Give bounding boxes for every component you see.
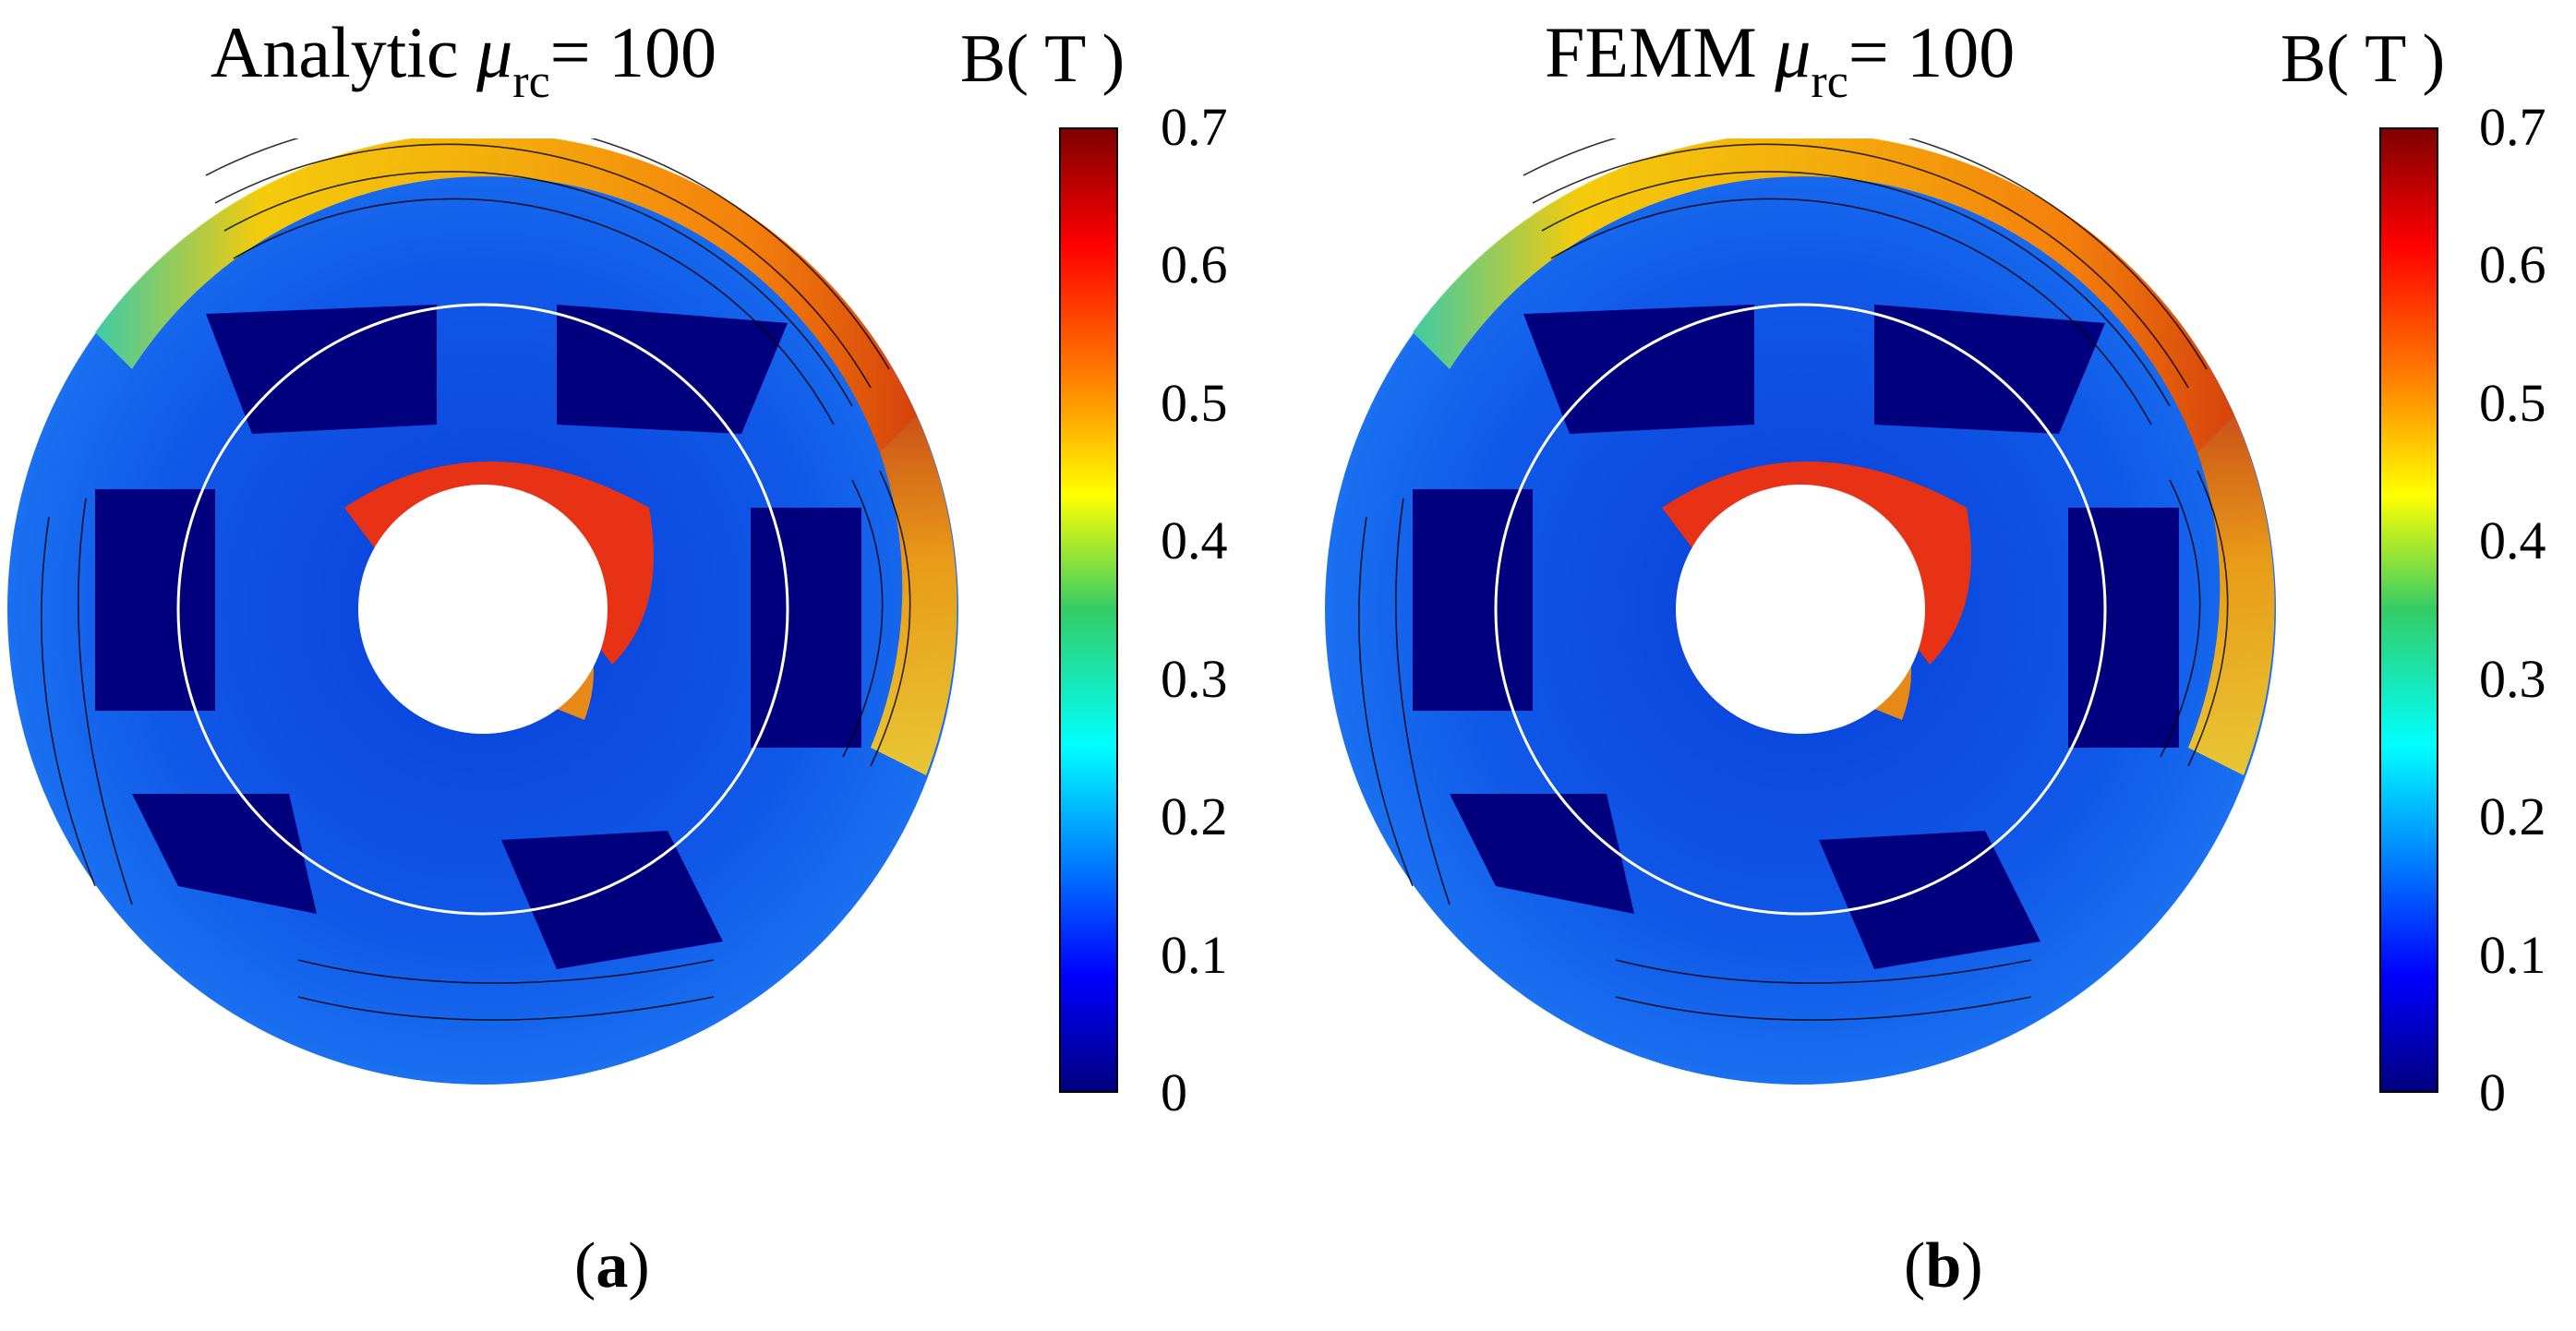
tick-label: 0.6 — [1161, 234, 1228, 295]
airgap-circle — [1494, 303, 2107, 916]
field-band-right — [2188, 415, 2275, 775]
slot-left — [95, 489, 215, 711]
slot-bottom-left — [132, 794, 317, 914]
slot-right — [751, 508, 861, 748]
caption-open: ( — [1904, 1230, 1926, 1301]
caption-close: ) — [628, 1230, 650, 1301]
colorbar-label: B( T ) — [2281, 21, 2446, 97]
colorbar-ticks: 0 0.1 0.2 0.3 0.4 0.5 0.6 0.7 — [2479, 101, 2576, 1120]
tick-label: 0.2 — [1161, 786, 1228, 847]
mu-subscript: rc — [512, 55, 550, 108]
field-band-top — [1413, 138, 2234, 452]
mu-subscript: rc — [1811, 55, 1848, 108]
tick-label: 0 — [1161, 1062, 1187, 1122]
panel-analytic: Analytic μrc= 100 B( T ) — [7, 11, 1290, 1303]
mu-symbol: μ — [476, 12, 513, 92]
tick-label: 0.4 — [2479, 510, 2546, 571]
slot-left — [1413, 489, 1533, 711]
title-suffix: = 100 — [549, 12, 717, 92]
airgap-circle — [176, 303, 789, 916]
field-band-top — [95, 138, 917, 452]
panel-title: FEMM μrc= 100 — [1545, 11, 2015, 109]
caption-open: ( — [574, 1230, 596, 1301]
caption-letter: b — [1925, 1230, 1962, 1301]
mu-symbol: μ — [1775, 12, 1812, 92]
subfigure-caption: (a) — [574, 1229, 650, 1303]
flux-density-plot — [7, 138, 958, 1085]
shaft-hole — [1676, 485, 1925, 734]
tick-label: 0.3 — [2479, 648, 2546, 709]
tick-label: 0.3 — [1161, 648, 1228, 709]
slot-top-left — [1523, 305, 1754, 434]
colorbar-label: B( T ) — [960, 21, 1125, 97]
subfigure-caption: (b) — [1904, 1229, 1983, 1303]
title-prefix: Analytic — [211, 12, 477, 92]
caption-letter: a — [596, 1230, 629, 1301]
field-band-right — [871, 415, 957, 775]
panel-femm: FEMM μrc= 100 B( T ) — [1288, 0, 2576, 1331]
tick-label: 0 — [2479, 1062, 2506, 1122]
colorbar — [2379, 127, 2438, 1093]
tick-label: 0.7 — [1161, 97, 1228, 157]
tick-label: 0.1 — [1161, 924, 1228, 985]
tick-label: 0.4 — [1161, 510, 1228, 571]
tick-label: 0.6 — [2479, 234, 2546, 295]
slot-bottom-right — [501, 831, 723, 969]
slot-bottom-left — [1450, 794, 1634, 914]
tick-label: 0.5 — [2479, 372, 2546, 433]
tick-label: 0.2 — [2479, 786, 2546, 847]
colorbar-ticks: 0 0.1 0.2 0.3 0.4 0.5 0.6 0.7 — [1161, 101, 1290, 1120]
slot-top-left — [206, 305, 437, 434]
flux-density-plot — [1325, 138, 2276, 1085]
title-prefix: FEMM — [1545, 12, 1776, 92]
shaft-hole — [358, 485, 608, 734]
title-suffix: = 100 — [1848, 12, 2016, 92]
panel-title: Analytic μrc= 100 — [211, 11, 716, 109]
slot-bottom-right — [1819, 831, 2040, 969]
field-lines — [41, 138, 911, 1021]
colorbar — [1059, 127, 1118, 1093]
tick-label: 0.7 — [2479, 97, 2546, 157]
slot-right — [2068, 508, 2179, 748]
tick-label: 0.1 — [2479, 924, 2546, 985]
tick-label: 0.5 — [1161, 372, 1228, 433]
field-lines — [1358, 138, 2229, 1021]
caption-close: ) — [1961, 1230, 1983, 1301]
